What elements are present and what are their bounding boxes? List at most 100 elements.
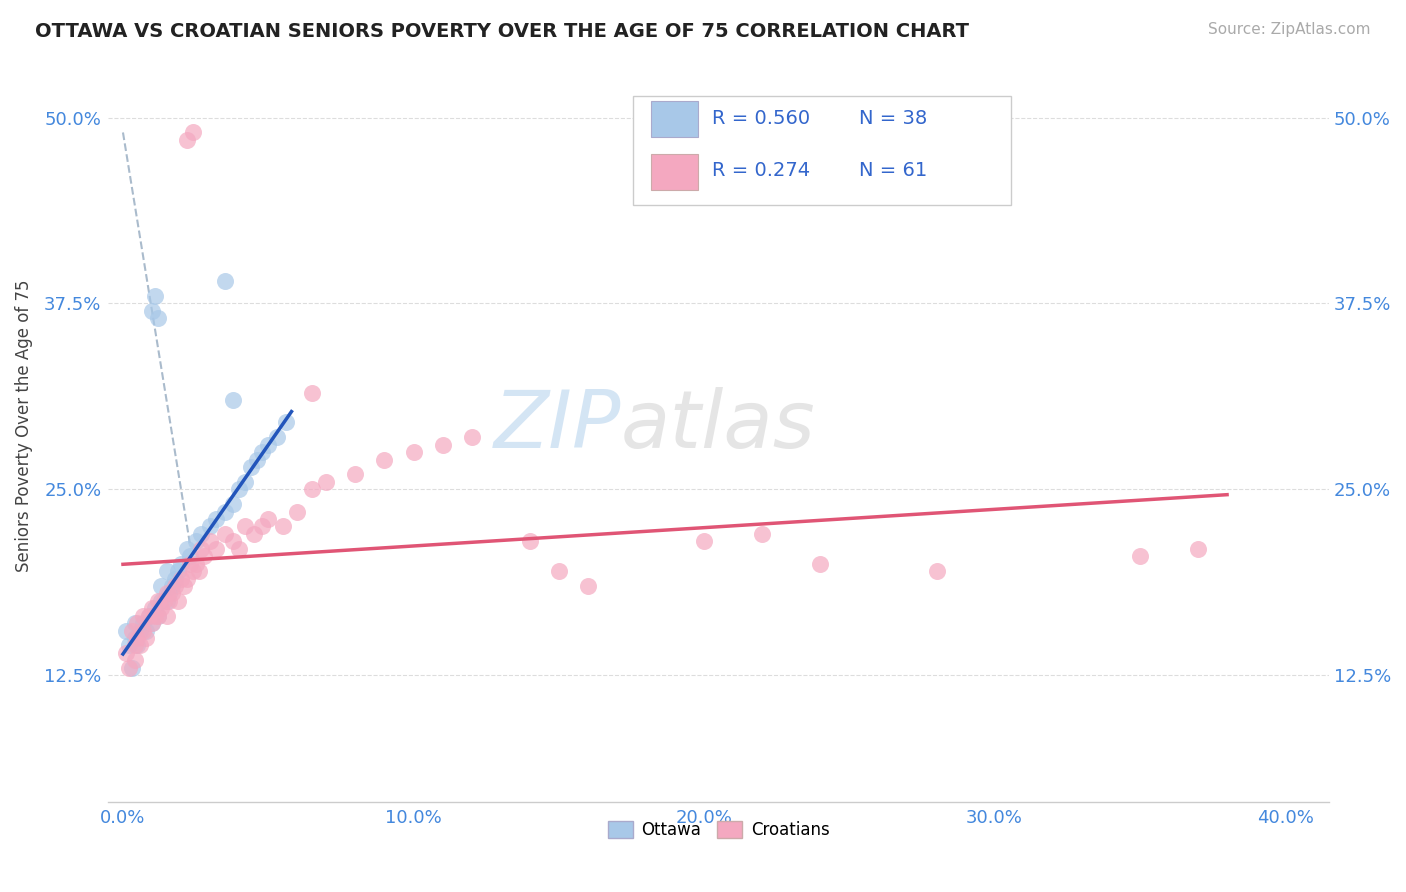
Point (149, 579, 172, 593)
Point (146, 594, 169, 608)
Point (432, 438, 454, 452)
Point (184, 557, 207, 571)
Point (152, 594, 174, 608)
Point (233, 519, 256, 533)
Point (149, 594, 172, 608)
Text: R = 0.274: R = 0.274 (713, 161, 811, 180)
Point (344, 467, 367, 482)
Point (167, 594, 190, 608)
Point (301, 483, 323, 497)
Point (167, 564, 190, 578)
Point (179, 557, 201, 571)
Point (547, 564, 569, 578)
Point (159, 586, 181, 600)
Text: N = 61: N = 61 (859, 161, 927, 180)
Text: OTTAWA VS CROATIAN SENIORS POVERTY OVER THE AGE OF 75 CORRELATION CHART: OTTAWA VS CROATIAN SENIORS POVERTY OVER … (35, 22, 969, 41)
FancyBboxPatch shape (633, 95, 1011, 204)
Point (257, 438, 280, 452)
Point (519, 534, 541, 549)
Point (162, 579, 184, 593)
Point (190, 527, 212, 541)
Point (138, 608, 160, 623)
Point (170, 557, 193, 571)
Point (124, 616, 146, 631)
Point (155, 564, 177, 578)
Point (751, 527, 773, 541)
Point (176, 133, 198, 147)
Point (115, 624, 138, 638)
Point (266, 430, 288, 444)
Point (373, 452, 395, 467)
Point (129, 639, 152, 653)
Point (173, 579, 195, 593)
Point (118, 639, 141, 653)
Point (115, 646, 138, 660)
Point (257, 512, 280, 526)
Point (127, 631, 149, 645)
Point (252, 519, 274, 533)
Point (135, 624, 157, 638)
Point (127, 639, 149, 653)
Point (228, 541, 250, 556)
Point (135, 631, 157, 645)
Point (181, 125, 204, 139)
FancyBboxPatch shape (651, 101, 697, 137)
Point (129, 624, 152, 638)
Point (132, 624, 155, 638)
Point (141, 304, 163, 318)
Point (162, 586, 184, 600)
Point (222, 393, 245, 408)
Point (190, 541, 212, 556)
Point (205, 541, 228, 556)
Point (187, 564, 209, 578)
Point (198, 519, 221, 533)
Point (159, 594, 181, 608)
Point (141, 616, 163, 631)
Point (146, 608, 169, 623)
Point (285, 505, 308, 519)
Point (205, 512, 228, 526)
Point (176, 572, 198, 586)
Legend: Ottawa, Croatians: Ottawa, Croatians (600, 814, 837, 846)
Text: R = 0.560: R = 0.560 (713, 109, 811, 128)
Point (184, 534, 207, 549)
Text: ZIP: ZIP (494, 387, 621, 465)
Point (124, 653, 146, 667)
Point (143, 289, 166, 303)
Point (274, 416, 297, 430)
Text: atlas: atlas (621, 387, 815, 465)
Point (155, 586, 177, 600)
Point (176, 541, 198, 556)
Point (1187, 541, 1209, 556)
Point (132, 608, 155, 623)
Point (233, 475, 256, 489)
Point (242, 527, 264, 541)
Point (127, 616, 149, 631)
Text: Source: ZipAtlas.com: Source: ZipAtlas.com (1208, 22, 1371, 37)
Point (460, 430, 482, 444)
Point (252, 445, 274, 459)
Point (214, 274, 236, 288)
Point (214, 527, 236, 541)
Point (301, 385, 323, 400)
Point (239, 460, 262, 475)
Point (124, 631, 146, 645)
Point (165, 572, 187, 586)
Point (138, 608, 160, 623)
Point (198, 534, 221, 549)
Point (228, 483, 250, 497)
Point (143, 601, 166, 615)
Point (143, 608, 166, 623)
Point (141, 616, 163, 631)
Point (1129, 549, 1152, 564)
Point (576, 579, 599, 593)
Point (214, 505, 236, 519)
Point (808, 557, 831, 571)
Point (402, 445, 425, 459)
Point (132, 616, 155, 631)
Point (271, 519, 294, 533)
Point (181, 564, 204, 578)
Point (118, 661, 141, 675)
Point (193, 549, 215, 564)
Point (179, 549, 201, 564)
